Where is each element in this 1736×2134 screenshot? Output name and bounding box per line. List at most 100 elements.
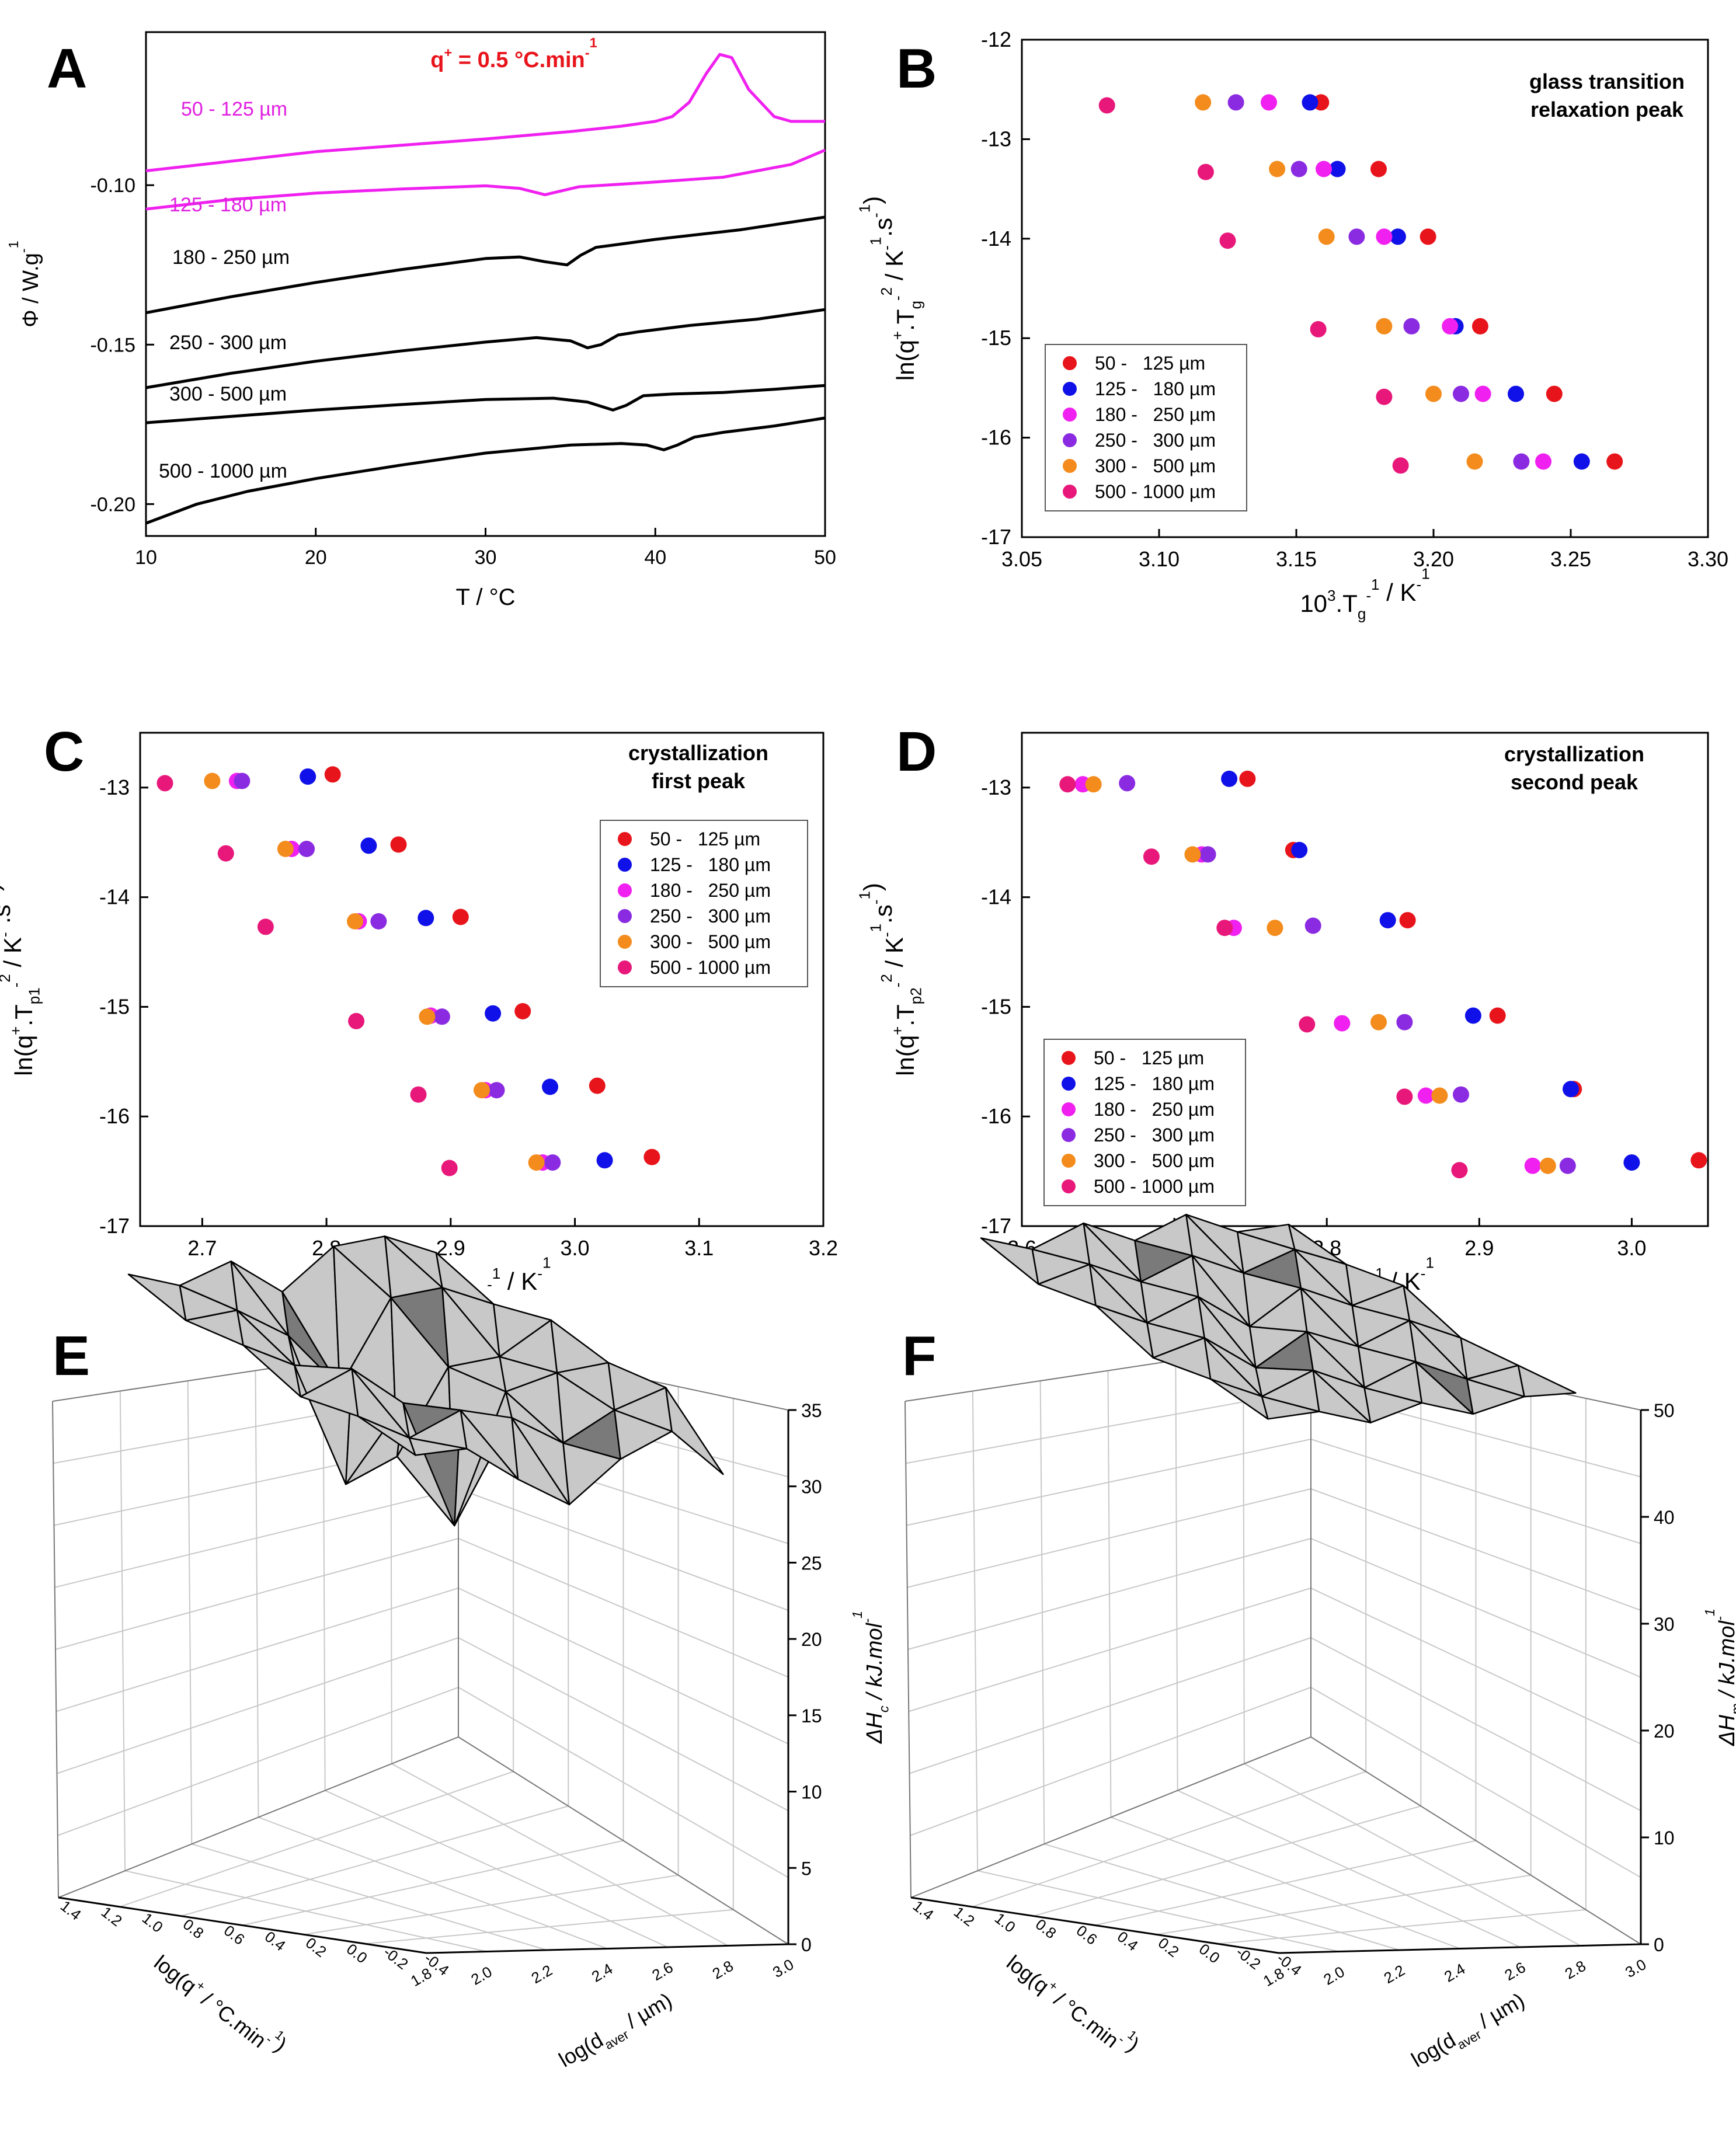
legend-label: 125 - 180 µm xyxy=(1094,1073,1215,1094)
legend-label: 125 - 180 µm xyxy=(650,854,771,875)
panel-title-line: first peak xyxy=(652,769,746,793)
point-blue-5 xyxy=(1623,1154,1640,1171)
legend-marker-magenta xyxy=(1063,408,1077,422)
legend-marker-blue xyxy=(1063,382,1077,396)
legend-label: 180 - 250 µm xyxy=(1094,1099,1215,1120)
point-orange-2 xyxy=(347,913,363,930)
point-orange-5 xyxy=(1539,1157,1556,1174)
point-blue-0 xyxy=(1302,94,1318,111)
y-axis-label: ln(q+.Tg-2 / K-1.s-1) xyxy=(855,196,924,381)
label-part: log(q xyxy=(1002,1950,1053,1998)
y-tick-label: -17 xyxy=(981,1214,1011,1238)
point-violet-5 xyxy=(544,1154,561,1171)
box-edge xyxy=(1175,1360,1178,1791)
x-tick-label: 3.10 xyxy=(1139,547,1180,571)
point-pink-5 xyxy=(1451,1162,1468,1179)
curve-label: 300 - 500 µm xyxy=(169,383,287,405)
point-blue-2 xyxy=(1389,228,1406,245)
label-part: 1 xyxy=(492,1265,500,1282)
legend-marker-violet xyxy=(1063,433,1077,447)
panel-letter-e: E xyxy=(53,1325,90,1387)
panel-letter-b: B xyxy=(896,37,937,100)
panel-b-glass-transition-scatter: 3.05 3.10 3.15 3.20 3.25 3.30-12-13-14-15-16-… xyxy=(855,27,1728,623)
point-red-4 xyxy=(589,1077,606,1094)
point-violet-0 xyxy=(1227,94,1244,111)
point-blue-1 xyxy=(360,837,377,854)
y-tick-label: -14 xyxy=(981,885,1011,909)
box-edge xyxy=(1039,1380,1045,1844)
y-tick-label: -14 xyxy=(99,885,130,909)
x-tick-label: 2.8 xyxy=(709,1957,736,1983)
label-part: 1 xyxy=(867,924,884,932)
legend-marker-magenta xyxy=(1062,1102,1076,1116)
point-pink-3 xyxy=(1310,321,1327,337)
label-part: 1 xyxy=(542,1254,551,1271)
point-violet-5 xyxy=(1513,453,1530,470)
curve-4 xyxy=(145,384,826,424)
x-tick-label: 2.0 xyxy=(468,1963,495,1989)
point-orange-1 xyxy=(277,841,294,857)
plot-frame xyxy=(139,732,824,1227)
point-pink-5 xyxy=(441,1160,458,1176)
label-part: .T xyxy=(10,1004,37,1026)
label-part: 1 xyxy=(855,891,873,899)
legend-marker-orange xyxy=(618,935,632,949)
label-part: .s xyxy=(869,218,897,237)
x-tick-label: 2.7 xyxy=(187,1236,217,1260)
label-part: - xyxy=(860,1618,875,1623)
box-edge xyxy=(910,1736,1311,1898)
point-violet-4 xyxy=(488,1082,505,1099)
point-orange-3 xyxy=(1376,318,1393,335)
label-part: - xyxy=(889,983,906,988)
point-pink-2 xyxy=(257,918,274,935)
label-part: - xyxy=(889,295,906,301)
label-part: / K xyxy=(1379,579,1416,606)
box-edge xyxy=(58,1896,427,1954)
legend-label: 250 - 300 µm xyxy=(650,906,771,927)
point-blue-4 xyxy=(1508,385,1524,402)
point-orange-0 xyxy=(204,772,221,789)
label-part: / °C.min xyxy=(1045,1984,1123,2053)
point-blue-0 xyxy=(300,768,316,785)
legend-marker-violet xyxy=(1062,1128,1076,1142)
point-violet-3 xyxy=(1403,318,1420,335)
panel-title-line: second peak xyxy=(1511,770,1638,794)
curve-2 xyxy=(145,215,826,315)
z-tick-label: 15 xyxy=(801,1705,822,1726)
x-tick-label: 2.8 xyxy=(1562,1957,1589,1983)
panel-letter-a: A xyxy=(47,37,87,100)
panel-letter-f: F xyxy=(902,1325,937,1387)
box-edge xyxy=(426,1943,789,1954)
point-violet-1 xyxy=(1199,846,1216,863)
box-edge xyxy=(303,1874,679,1935)
x-tick-label: 3.30 xyxy=(1688,547,1728,571)
legend-box xyxy=(1043,1039,1246,1206)
y-axis-label: log(q+ / °C.min-1) xyxy=(149,1941,293,2064)
x-tick-label: 3.0 xyxy=(1617,1236,1646,1260)
surface-facet-59 xyxy=(1517,1364,1577,1398)
label-part: log(d xyxy=(555,2028,607,2072)
point-blue-2 xyxy=(1379,912,1396,929)
panel-letter-c: C xyxy=(44,720,84,783)
legend-label: 50 - 125 µm xyxy=(1095,353,1205,374)
label-part: 10 xyxy=(1300,590,1327,617)
z-tick-label: 5 xyxy=(801,1858,812,1879)
label-part: .s xyxy=(0,904,15,924)
legend-marker-pink xyxy=(1063,485,1077,499)
point-red-0 xyxy=(324,766,341,783)
legend-marker-red xyxy=(1063,356,1077,370)
x-tick-label: 2.9 xyxy=(436,1236,465,1260)
label-part: 1 xyxy=(867,237,884,245)
x-tick-label: 2.2 xyxy=(528,1961,555,1987)
label-part: / K xyxy=(500,1268,537,1295)
x-tick-label: 30 xyxy=(475,546,497,569)
label-part: 2 xyxy=(878,287,895,295)
point-magenta-5 xyxy=(1524,1157,1541,1174)
label-part: - xyxy=(1712,1616,1727,1621)
curve-3 xyxy=(145,308,826,389)
point-violet-2 xyxy=(1304,917,1321,934)
point-magenta-3 xyxy=(1334,1015,1351,1032)
point-red-2 xyxy=(452,908,469,925)
point-orange-2 xyxy=(1267,920,1283,937)
